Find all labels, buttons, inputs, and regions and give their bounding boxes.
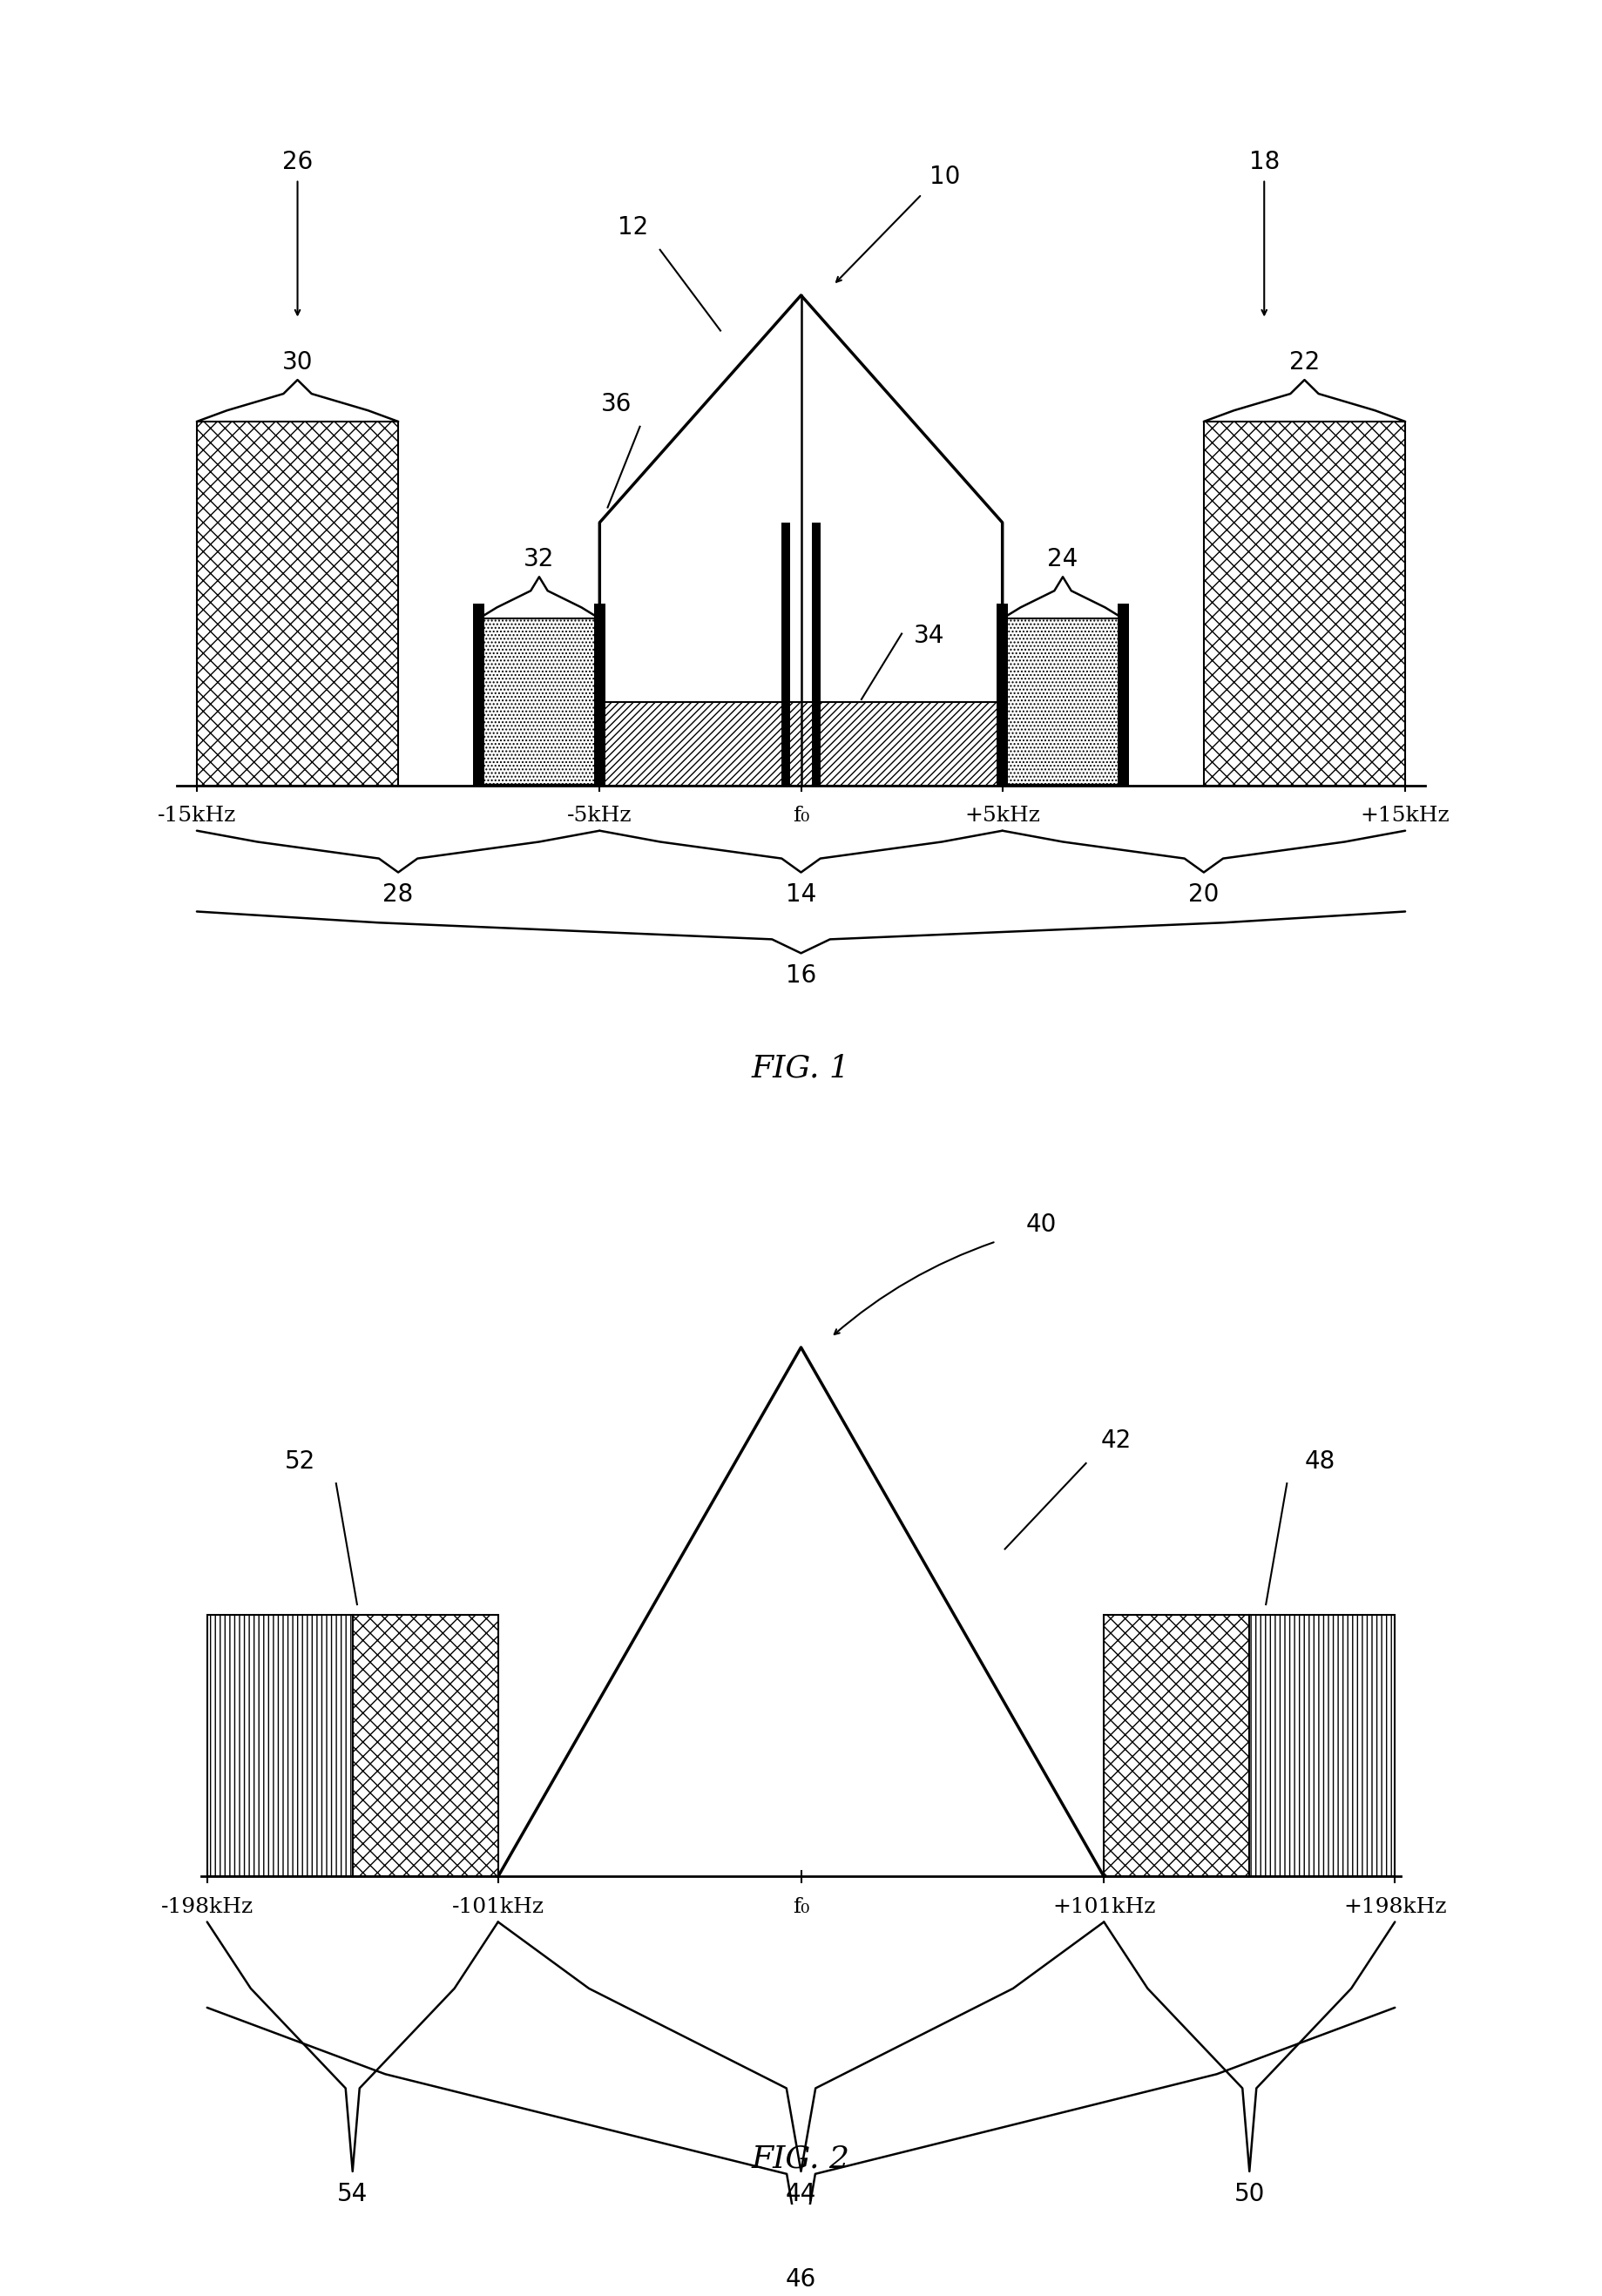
Bar <box>812 523 820 785</box>
Bar <box>1104 1614 1250 1876</box>
Text: 46: 46 <box>785 2266 817 2291</box>
Text: +198kHz: +198kHz <box>1344 1896 1447 1917</box>
Bar <box>479 618 599 785</box>
Text: 52: 52 <box>285 1449 316 1474</box>
Text: 34: 34 <box>913 625 945 647</box>
Text: +5kHz: +5kHz <box>964 806 1040 827</box>
Bar <box>996 604 1008 785</box>
Bar <box>1118 604 1129 785</box>
Bar <box>197 422 399 785</box>
Text: 12: 12 <box>617 216 647 239</box>
Text: 18: 18 <box>1250 149 1280 174</box>
Text: 20: 20 <box>1189 882 1219 907</box>
Text: 16: 16 <box>785 964 817 987</box>
Bar <box>599 703 1003 785</box>
Bar <box>594 604 606 785</box>
Text: 28: 28 <box>383 882 413 907</box>
Text: 14: 14 <box>785 882 817 907</box>
Text: 26: 26 <box>282 149 312 174</box>
Text: -198kHz: -198kHz <box>160 1896 253 1917</box>
Text: 40: 40 <box>1025 1212 1057 1238</box>
Bar <box>473 604 484 785</box>
Text: +15kHz: +15kHz <box>1360 806 1450 827</box>
Text: FIG. 1: FIG. 1 <box>751 1054 851 1084</box>
Text: +101kHz: +101kHz <box>1053 1896 1155 1917</box>
Text: f₀: f₀ <box>793 806 809 827</box>
Text: 48: 48 <box>1306 1449 1336 1474</box>
Text: 32: 32 <box>524 546 554 572</box>
Text: -15kHz: -15kHz <box>157 806 235 827</box>
Text: -101kHz: -101kHz <box>452 1896 545 1917</box>
Text: 54: 54 <box>338 2181 368 2206</box>
Bar <box>1003 618 1123 785</box>
Text: 30: 30 <box>282 351 312 374</box>
Text: 42: 42 <box>1101 1428 1131 1453</box>
Text: f₀: f₀ <box>793 1896 809 1917</box>
Bar <box>782 523 790 785</box>
Bar <box>1250 1614 1395 1876</box>
Bar <box>1203 422 1405 785</box>
Text: 44: 44 <box>785 2181 817 2206</box>
Text: -5kHz: -5kHz <box>567 806 633 827</box>
Text: 50: 50 <box>1234 2181 1266 2206</box>
Text: 36: 36 <box>601 393 631 416</box>
Bar <box>352 1614 498 1876</box>
Text: 24: 24 <box>1048 546 1078 572</box>
Text: 22: 22 <box>1290 351 1320 374</box>
Text: FIG. 2: FIG. 2 <box>751 2144 851 2174</box>
Bar <box>207 1614 352 1876</box>
Text: 10: 10 <box>929 165 961 188</box>
